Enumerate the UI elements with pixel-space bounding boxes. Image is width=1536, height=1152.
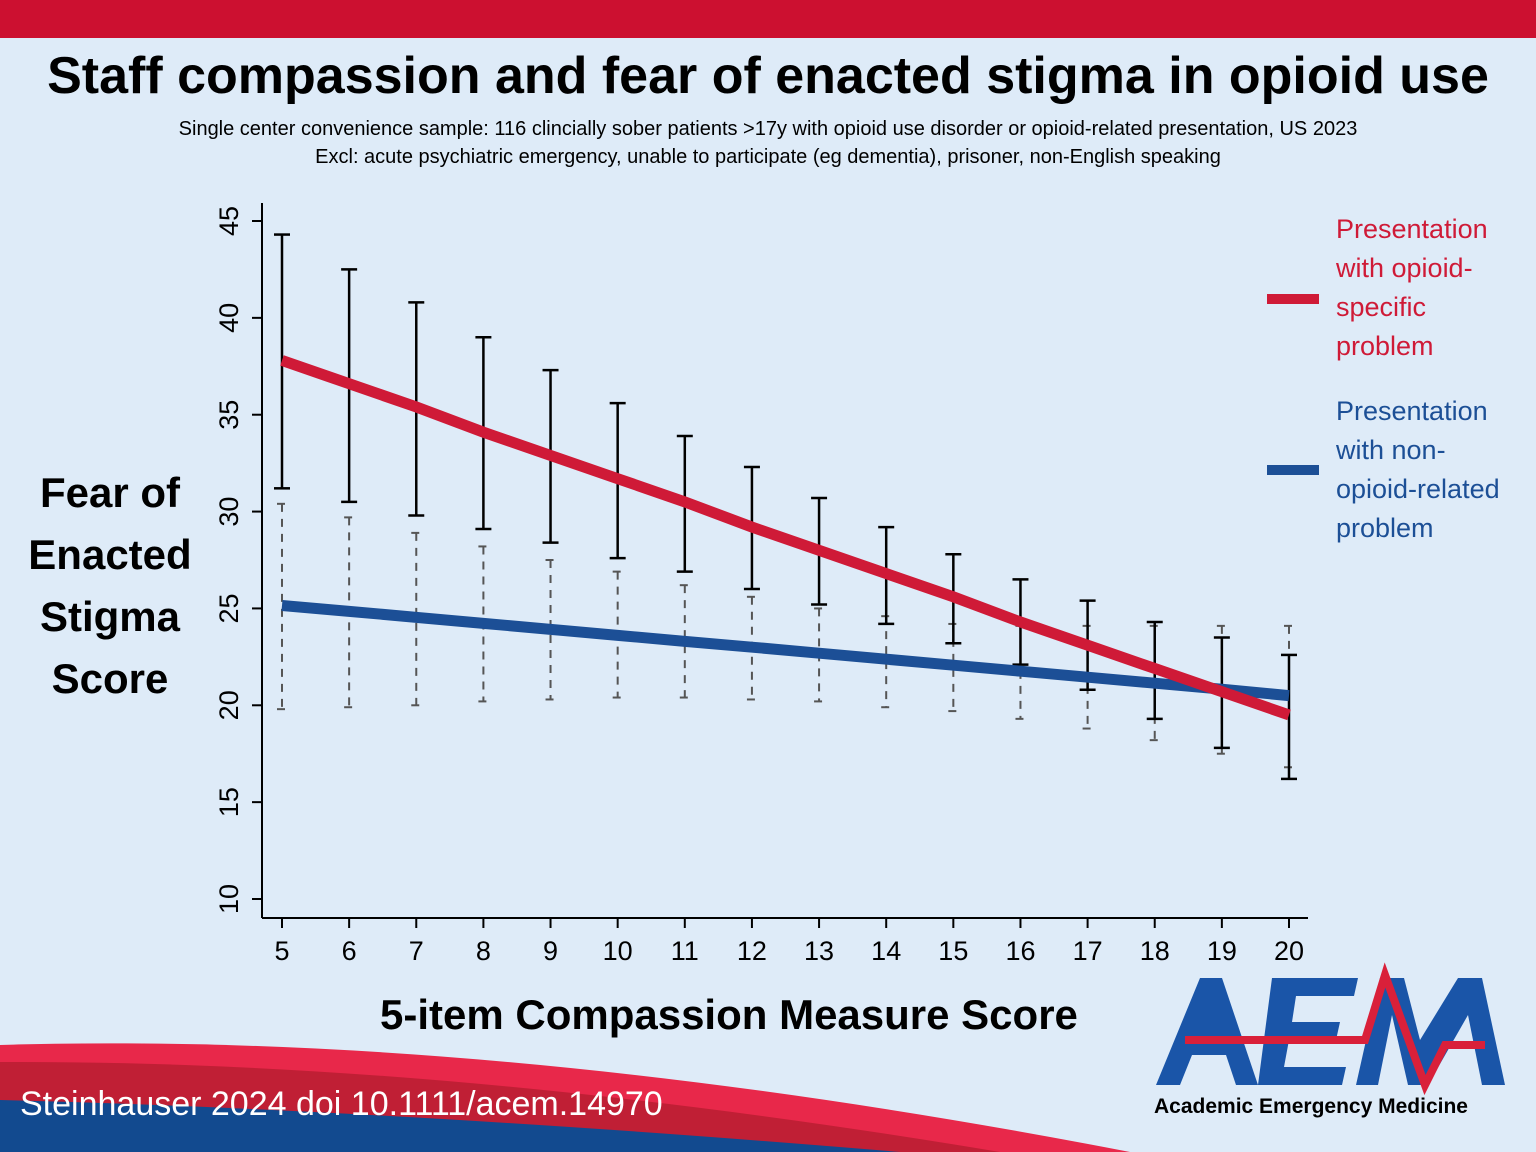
y-axis-label: Fear of Enacted Stigma Score xyxy=(20,462,200,710)
x-tick-label: 13 xyxy=(804,936,834,966)
page-title: Staff compassion and fear of enacted sti… xyxy=(47,47,1489,105)
x-tick-label: 12 xyxy=(737,936,767,966)
y-axis-label-line: Fear of xyxy=(39,469,181,516)
x-tick-label: 19 xyxy=(1207,936,1237,966)
series-line-opioid xyxy=(280,355,1291,721)
legend-line: problem xyxy=(1336,331,1434,361)
legend-swatch-non-opioid xyxy=(1267,465,1319,475)
x-tick-label: 10 xyxy=(603,936,633,966)
legend-line: with non- xyxy=(1336,435,1446,465)
x-tick-label: 16 xyxy=(1005,936,1035,966)
y-axis-label-line: Enacted xyxy=(28,531,192,578)
x-tick-label: 11 xyxy=(671,936,699,966)
x-tick-label: 20 xyxy=(1274,936,1304,966)
y-tick-label: 15 xyxy=(214,787,244,817)
y-tick-label: 20 xyxy=(214,690,244,720)
x-tick-label: 5 xyxy=(274,936,289,966)
logo-subtitle: Academic Emergency Medicine xyxy=(1154,1095,1468,1118)
x-tick-label: 8 xyxy=(476,936,491,966)
y-tick-label: 40 xyxy=(214,303,244,333)
legend-line: Presentation xyxy=(1336,214,1488,244)
legend-label-opioid: Presentation with opioid- specific probl… xyxy=(1336,210,1526,366)
x-tick-label: 14 xyxy=(871,936,901,966)
legend-swatch-opioid xyxy=(1267,294,1319,304)
top-accent-bar xyxy=(0,0,1536,38)
chart-plot: 10 15 20 25 30 35 40 45 5 6 7 8 9 10 11 12 13 14 15 16 17 18 1… xyxy=(214,203,1308,966)
aem-logo-letter-e xyxy=(1258,978,1358,1085)
x-tick-label: 15 xyxy=(938,936,968,966)
legend-line: with opioid- xyxy=(1336,253,1473,283)
x-tick-label: 18 xyxy=(1140,936,1170,966)
aem-logo-letter-m xyxy=(1356,978,1505,1085)
aem-logo xyxy=(1156,962,1505,1096)
legend-line: Presentation xyxy=(1336,396,1488,426)
citation: Steinhauser 2024 doi 10.1111/acem.14970 xyxy=(20,1085,663,1123)
series-line-non-opioid xyxy=(281,600,1290,702)
aem-logo-pulse xyxy=(1185,962,1485,1096)
y-tick-label: 35 xyxy=(214,400,244,430)
y-tick-label: 30 xyxy=(214,497,244,527)
subtitle-sample: Single center convenience sample: 116 cl… xyxy=(178,118,1358,140)
x-axis-label: 5-item Compassion Measure Score xyxy=(380,991,1078,1038)
y-axis-label-line: Stigma xyxy=(39,593,181,640)
y-tick-label: 10 xyxy=(214,884,244,914)
x-tick-label: 7 xyxy=(409,936,424,966)
x-tick-label: 17 xyxy=(1073,936,1103,966)
legend-line: problem xyxy=(1336,513,1434,543)
y-tick-label: 45 xyxy=(214,206,244,236)
legend-label-non-opioid: Presentation with non- opioid-related pr… xyxy=(1336,392,1526,548)
y-axis-label-line: Score xyxy=(51,655,169,702)
aem-logo-letter-a xyxy=(1156,978,1258,1085)
legend-line: specific xyxy=(1336,292,1427,322)
x-tick-label: 9 xyxy=(543,936,558,966)
y-tick-label: 25 xyxy=(214,593,244,623)
subtitle-exclusions: Excl: acute psychiatric emergency, unabl… xyxy=(315,146,1221,168)
x-tick-label: 6 xyxy=(342,936,357,966)
legend-line: opioid-related xyxy=(1336,474,1500,504)
